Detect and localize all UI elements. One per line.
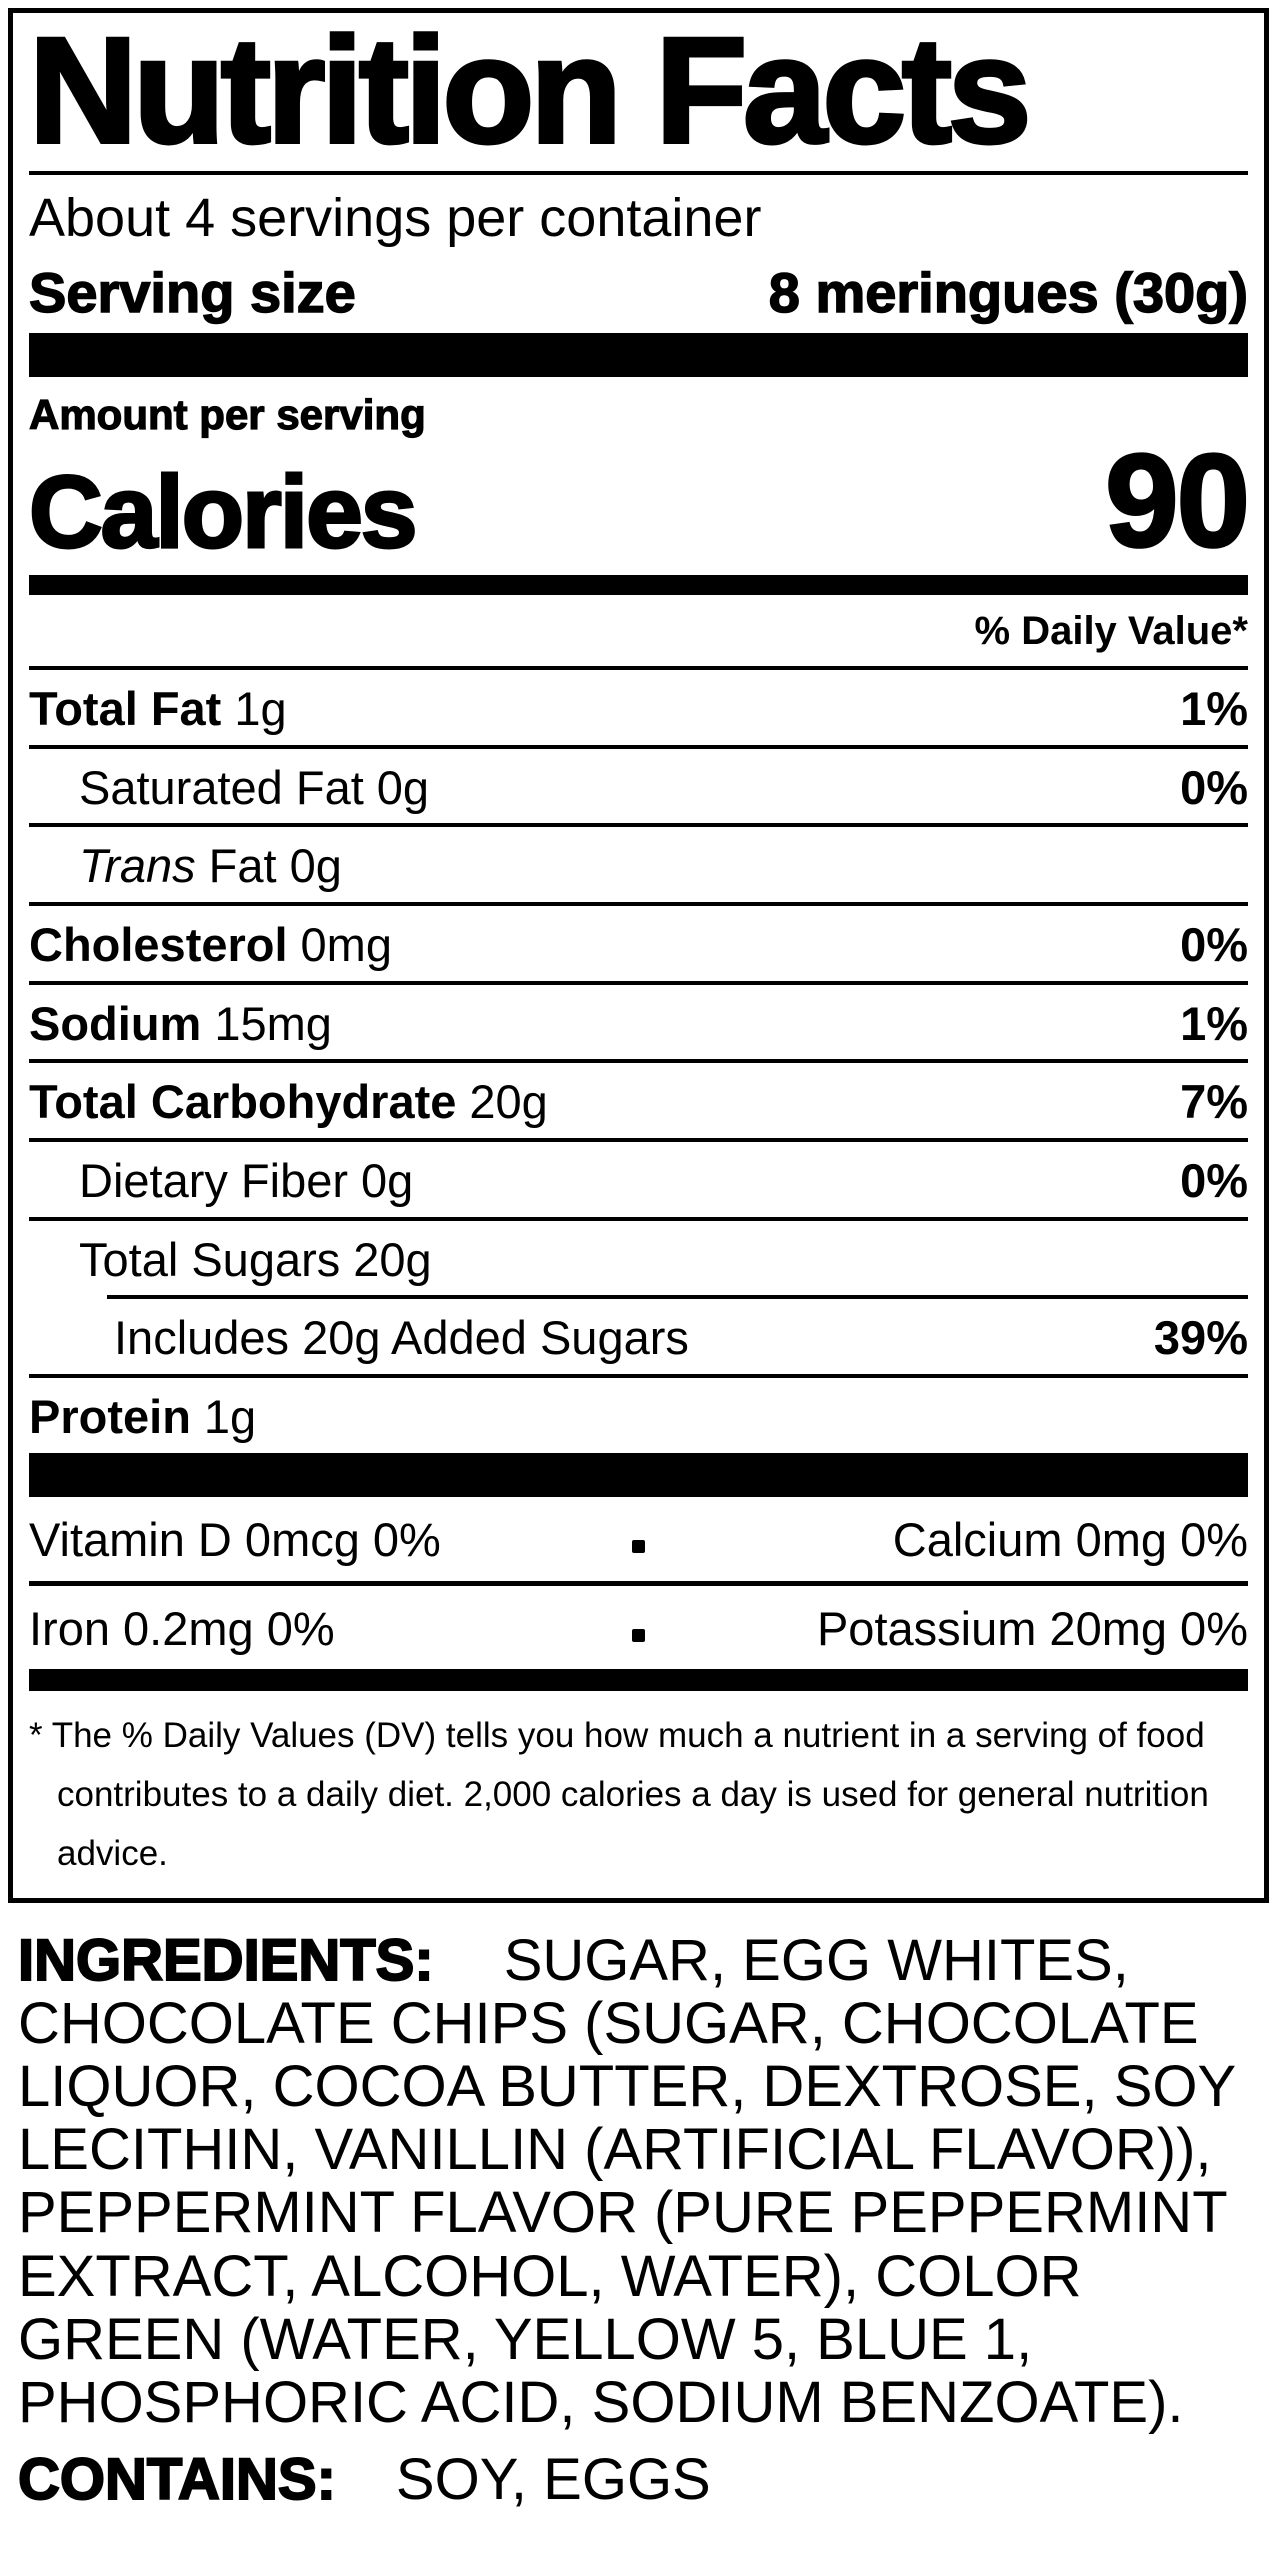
row-sodium: Sodium 15mg 1% bbox=[29, 980, 1248, 1060]
nutrient-name: Includes 20g Added Sugars bbox=[114, 1311, 689, 1365]
nutrient-amount: 15mg bbox=[214, 996, 332, 1050]
serving-size-value: 8 meringues (30g) bbox=[768, 260, 1249, 324]
nutrient-dv: 0% bbox=[1180, 918, 1248, 972]
row-iron-potassium: Iron 0.2mg 0% Potassium 20mg 0% bbox=[29, 1580, 1248, 1670]
nutrient-dv: 0% bbox=[1180, 1154, 1248, 1208]
nutrient-dv: 1% bbox=[1180, 996, 1248, 1050]
row-added-sugars: Includes 20g Added Sugars 39% bbox=[29, 1299, 1248, 1374]
nutrient-name: Cholesterol bbox=[29, 918, 288, 972]
row-trans-fat: Trans Fat 0g bbox=[29, 823, 1248, 902]
nutrient-name: Total Carbohydrate bbox=[29, 1075, 457, 1129]
contains-line: CONTAINS: SOY, EGGS bbox=[17, 2447, 1259, 2513]
label-title: Nutrition Facts bbox=[27, 6, 1033, 174]
calories-label: Calories bbox=[28, 454, 420, 569]
nutrient-amount: 0g bbox=[361, 1154, 414, 1208]
vitamin-left: Vitamin D 0mcg 0% bbox=[29, 1512, 441, 1566]
serving-size-label: Serving size bbox=[28, 260, 356, 324]
row-total-carbohydrate: Total Carbohydrate 20g 7% bbox=[29, 1059, 1248, 1138]
bullet-separator-icon bbox=[632, 1540, 645, 1554]
daily-value-header: % Daily Value* bbox=[974, 608, 1248, 653]
nutrient-amount: 20g bbox=[353, 1232, 432, 1286]
nutrient-amount: 20g bbox=[469, 1075, 548, 1129]
footnote-text: * The % Daily Values (DV) tells you how … bbox=[29, 1716, 1209, 1873]
nutrient-amount: 0mg bbox=[300, 918, 392, 972]
ingredients-section: INGREDIENTS: SUGAR, EGG WHITES, CHOCOLATE… bbox=[8, 1903, 1269, 2512]
calories-divider-bar bbox=[29, 574, 1248, 595]
nutrient-name: Total Fat bbox=[29, 681, 222, 735]
vitamin-right: Calcium 0mg 0% bbox=[892, 1512, 1248, 1566]
row-vitamin-d-calcium: Vitamin D 0mcg 0% Calcium 0mg 0% bbox=[29, 1497, 1248, 1581]
nutrient-amount: 1g bbox=[234, 681, 287, 735]
vitamin-right: Potassium 20mg 0% bbox=[816, 1601, 1248, 1655]
nutrient-name: Total Sugars bbox=[79, 1232, 341, 1286]
nutrient-dv: 1% bbox=[1180, 681, 1248, 735]
nutrient-name: Sodium bbox=[29, 996, 202, 1050]
vitamin-left: Iron 0.2mg 0% bbox=[29, 1601, 335, 1655]
thick-bar-footnote bbox=[29, 1669, 1248, 1692]
row-saturated-fat: Saturated Fat 0g 0% bbox=[29, 744, 1248, 824]
contains-heading: CONTAINS: bbox=[17, 2447, 337, 2513]
servings-per-container: About 4 servings per container bbox=[29, 187, 762, 248]
nutrient-name: Dietary Fiber bbox=[79, 1154, 349, 1208]
nutrient-amount: Fat 0g bbox=[208, 839, 342, 893]
row-dietary-fiber: Dietary Fiber 0g 0% bbox=[29, 1138, 1248, 1217]
title-divider bbox=[29, 170, 1248, 175]
ingredients-paragraph: INGREDIENTS: SUGAR, EGG WHITES, CHOCOLATE… bbox=[17, 1927, 1259, 2436]
ingredients-text: SUGAR, EGG WHITES, CHOCOLATE CHIPS (SUGA… bbox=[18, 1927, 1236, 2436]
nutrient-name: Trans bbox=[79, 839, 196, 893]
nutrient-amount: 1g bbox=[203, 1390, 257, 1444]
calories-row: Calories 90 bbox=[28, 426, 1252, 574]
bullet-separator-icon bbox=[632, 1628, 645, 1642]
nutrient-name: Saturated Fat bbox=[79, 760, 364, 814]
nutrient-dv: 39% bbox=[1153, 1311, 1248, 1365]
row-cholesterol: Cholesterol 0mg 0% bbox=[29, 902, 1248, 981]
thick-bar-vitamins bbox=[29, 1452, 1248, 1497]
row-total-sugars: Total Sugars 20g bbox=[29, 1216, 1248, 1296]
row-total-fat: Total Fat 1g 1% bbox=[29, 665, 1248, 745]
ingredients-heading: INGREDIENTS: bbox=[17, 1927, 435, 1993]
row-protein: Protein 1g bbox=[29, 1374, 1248, 1453]
amount-per-serving-label: Amount per serving bbox=[28, 391, 426, 439]
calories-value: 90 bbox=[1104, 426, 1252, 574]
nutrient-name: Protein bbox=[29, 1390, 191, 1444]
nutrition-label: Nutrition Facts About 4 servings per con… bbox=[8, 8, 1269, 1903]
nutrient-amount: 0g bbox=[376, 760, 430, 814]
nutrient-dv: 0% bbox=[1180, 760, 1248, 814]
contains-text: SOY, EGGS bbox=[395, 2447, 711, 2513]
thick-bar-top bbox=[29, 333, 1248, 378]
serving-size-row: Serving size 8 meringues (30g) bbox=[28, 252, 1249, 334]
added-sugars-divider bbox=[107, 1295, 1248, 1300]
nutrient-dv: 7% bbox=[1180, 1075, 1248, 1129]
